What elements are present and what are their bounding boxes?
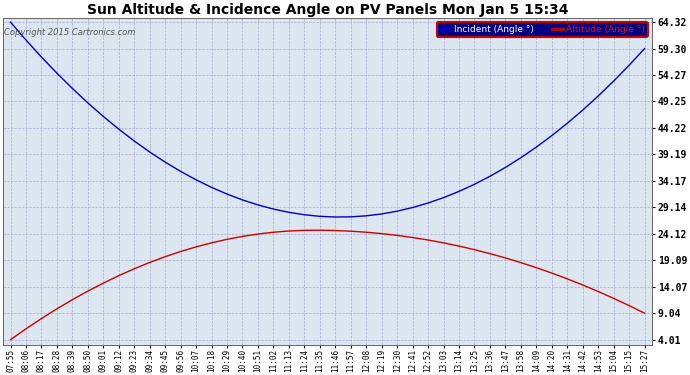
Legend: Incident (Angle °), Altitude (Angle °): Incident (Angle °), Altitude (Angle °) — [437, 22, 648, 37]
Title: Sun Altitude & Incidence Angle on PV Panels Mon Jan 5 15:34: Sun Altitude & Incidence Angle on PV Pan… — [87, 3, 569, 17]
Text: Copyright 2015 Cartronics.com: Copyright 2015 Cartronics.com — [4, 28, 135, 37]
